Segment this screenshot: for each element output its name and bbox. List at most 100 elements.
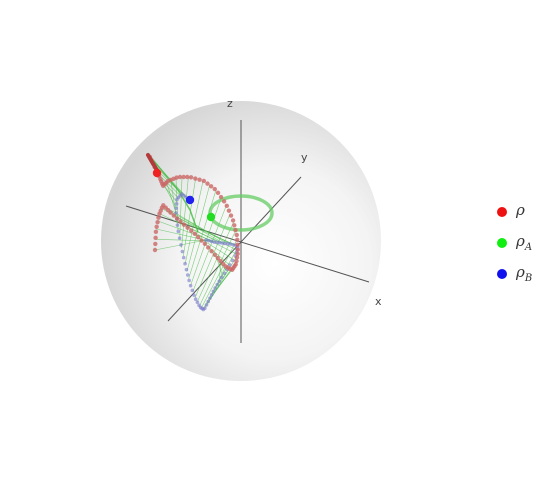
rho-b-point [212,240,216,244]
rho-b-point [208,296,212,300]
x-axis-label: x [375,295,382,308]
connector-line [186,185,210,272]
rho-b-point [177,236,182,240]
current-states [152,168,216,222]
connector-line [159,213,221,244]
rho-point [201,178,207,184]
rho-b-point [211,289,216,294]
rho-b-point [195,300,200,305]
rho-point [212,186,217,192]
rho-b-point [204,238,208,242]
rho-b-point [176,229,181,234]
rho-point [199,238,204,243]
rho-point [192,231,198,237]
rho-point [215,255,221,261]
legend-marker [497,206,507,217]
legend-marker [497,268,507,279]
rho-b-point [204,303,209,307]
rho-point [153,229,159,234]
rho-b-point [175,223,180,227]
rho-b-point [217,279,222,283]
rho-point [218,194,224,200]
rho-point [232,223,237,228]
rho-point [235,251,240,257]
x-axis [125,205,370,283]
rho-current-point [152,168,162,178]
rho-point [155,220,160,225]
rho-point [174,216,180,221]
rho-point [153,235,158,241]
rho-b-point [209,239,214,244]
rho-point [230,218,236,223]
z-axis-label: z [227,97,233,110]
rho-point [235,237,240,243]
rho-a-current-point [206,212,216,222]
connector-line [179,176,183,239]
rho-point [208,184,214,189]
rho-b-current-point [185,195,195,205]
rho-point [226,208,232,213]
connector-line [211,269,233,295]
rho-point [171,213,176,218]
rho-point [221,261,226,267]
rho-b-point [213,286,218,290]
rho-point [185,174,190,180]
rho-b-point [193,297,198,302]
rho-point [181,222,187,227]
connector-line [156,228,214,243]
connector-line [219,261,222,282]
rho-point [189,228,194,233]
legend-marker [497,237,507,248]
legend-item-rho-a[interactable]: ρA [497,227,547,258]
connector-line [201,239,238,309]
rho-point [205,181,210,186]
rho-point [218,258,223,264]
rho-b-point [230,258,235,263]
rho-b-point [203,306,207,311]
rho-b-point [206,238,211,243]
rho-b-point [215,240,219,245]
rho-b-point [215,282,220,287]
rho-point [221,199,227,204]
rho-b-point [181,255,186,260]
rho-b-point [188,283,193,288]
rho-point [235,242,240,247]
rho-point [224,203,229,209]
rho-tail [146,153,159,172]
connector-line [213,268,230,291]
rho-b-point [217,240,222,245]
rho-b-point [179,243,183,247]
rho-point [195,234,201,240]
legend-item-rho[interactable]: ρ [497,196,547,227]
rho-point [233,227,238,233]
connector-line [181,176,189,248]
legend-item-rho-b[interactable]: ρB [497,258,547,289]
rho-point [185,225,190,230]
connector-bundle [148,154,199,233]
rho-point [178,219,183,224]
connector-line [196,222,234,303]
rho-point [215,190,221,196]
rho-b-point [174,202,179,206]
rho-point [152,247,158,253]
rho-point [188,175,194,180]
rho-point [212,252,218,257]
rho-b-point [190,288,195,293]
rho-b-point [209,292,214,297]
rho-point [202,241,208,247]
rho-b-point [187,278,191,283]
rho-point [235,247,241,252]
rho-point [197,177,202,182]
rho-point [154,224,159,229]
connector-line [183,178,196,257]
rho-point [153,241,158,247]
legend-label: ρB [516,263,533,284]
rho-b-point [220,241,225,245]
rho-b-point [223,241,227,246]
rho-point [156,215,161,220]
rho-b-point [184,267,189,272]
rho-point [157,211,162,216]
rho-b-point [231,242,235,247]
rho-b-point [174,211,178,215]
